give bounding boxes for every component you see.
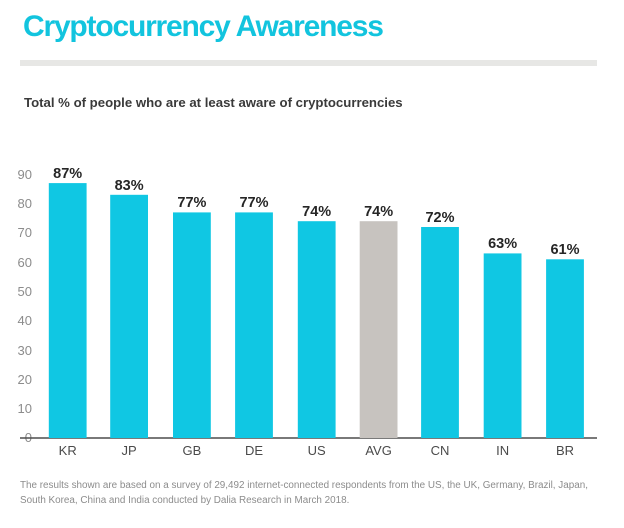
svg-text:South Korea, China and India c: South Korea, China and India conducted b… [20,495,349,506]
svg-text:50: 50 [18,284,32,299]
svg-text:74%: 74% [364,204,393,220]
svg-text:JP: JP [122,443,137,458]
svg-text:10: 10 [18,401,32,416]
svg-text:74%: 74% [302,204,331,220]
svg-text:40: 40 [18,313,32,328]
svg-text:77%: 77% [177,195,206,211]
svg-text:30: 30 [18,343,32,358]
svg-text:61%: 61% [550,242,579,258]
svg-text:US: US [308,443,326,458]
svg-text:63%: 63% [488,236,517,252]
svg-text:GB: GB [183,443,202,458]
svg-text:83%: 83% [115,178,144,194]
svg-text:20: 20 [18,372,32,387]
svg-text:77%: 77% [239,195,268,211]
svg-text:70: 70 [18,225,32,240]
svg-text:80: 80 [18,196,32,211]
svg-text:KR: KR [59,443,77,458]
svg-text:60: 60 [18,255,32,270]
svg-text:87%: 87% [53,166,82,182]
svg-text:DE: DE [245,443,263,458]
svg-text:BR: BR [556,443,574,458]
svg-text:CN: CN [431,443,450,458]
svg-text:IN: IN [496,443,509,458]
svg-text:AVG: AVG [365,443,392,458]
svg-text:72%: 72% [425,210,454,226]
svg-text:The results shown are based on: The results shown are based on a survey … [20,480,588,491]
svg-text:90: 90 [18,167,32,182]
